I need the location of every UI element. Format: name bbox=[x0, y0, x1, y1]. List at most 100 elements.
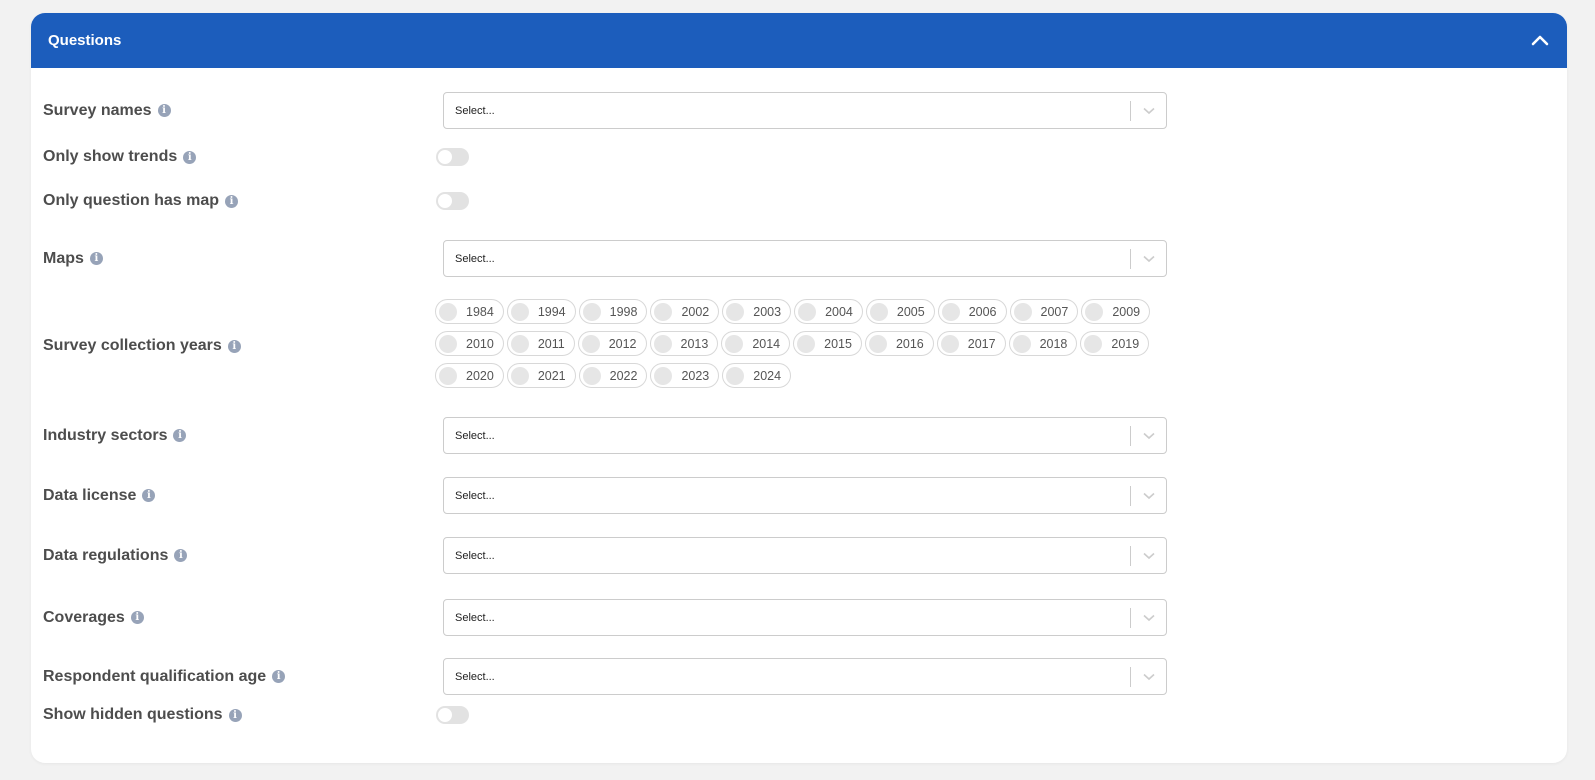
year-label: 2014 bbox=[752, 336, 781, 351]
year-chip[interactable]: 2015 bbox=[793, 331, 862, 356]
year-chip[interactable]: 2021 bbox=[506, 363, 576, 388]
radio-circle bbox=[581, 334, 600, 353]
year-chip[interactable]: 2003 bbox=[722, 299, 792, 324]
show-hidden-questions-label: Show hidden questions bbox=[43, 706, 223, 723]
select-placeholder: Select... bbox=[455, 489, 495, 502]
radio-circle bbox=[940, 334, 959, 353]
radio-circle bbox=[582, 366, 601, 385]
year-chip[interactable]: 1994 bbox=[506, 299, 576, 324]
year-chip[interactable]: 1984 bbox=[435, 299, 504, 324]
year-chip[interactable]: 2019 bbox=[1080, 331, 1150, 356]
info-icon[interactable]: i bbox=[272, 670, 286, 683]
info-icon[interactable]: i bbox=[228, 708, 242, 722]
year-label: 2003 bbox=[753, 304, 782, 319]
data-license-label: Data license bbox=[43, 486, 137, 504]
info-icon[interactable]: i bbox=[227, 339, 241, 353]
panel-title: Questions bbox=[48, 32, 122, 49]
year-chip[interactable]: 2022 bbox=[578, 363, 648, 388]
industry-sectors-label-row: Industry sectors i bbox=[43, 417, 187, 454]
year-chip[interactable]: 2007 bbox=[1009, 299, 1079, 324]
year-label: 2010 bbox=[466, 336, 494, 351]
select-separator bbox=[1130, 100, 1131, 121]
radio-circle bbox=[1085, 302, 1104, 321]
year-chip[interactable]: 2002 bbox=[650, 299, 720, 324]
survey-names-select[interactable]: Select... bbox=[443, 92, 1167, 129]
year-chip[interactable]: 2014 bbox=[721, 331, 791, 356]
select-placeholder: Select... bbox=[455, 252, 495, 265]
info-icon[interactable]: i bbox=[130, 611, 144, 624]
radio-circle bbox=[654, 366, 673, 385]
select-separator bbox=[1130, 248, 1131, 269]
select-separator bbox=[1130, 545, 1131, 566]
year-chip[interactable]: 2018 bbox=[1008, 331, 1078, 356]
industry-sectors-select[interactable]: Select... bbox=[443, 417, 1167, 454]
radio-circle bbox=[510, 366, 529, 385]
only-question-has-map-toggle[interactable] bbox=[436, 192, 469, 210]
select-separator bbox=[1130, 485, 1131, 506]
chevron-down-icon[interactable] bbox=[1131, 492, 1166, 500]
info-icon[interactable]: i bbox=[157, 104, 171, 117]
year-label: 2020 bbox=[466, 368, 494, 383]
data-regulations-label-row: Data regulations i bbox=[43, 537, 188, 574]
info-icon[interactable]: i bbox=[225, 194, 239, 208]
year-label: 2022 bbox=[609, 368, 638, 383]
year-label: 2024 bbox=[753, 368, 782, 383]
chevron-down-icon[interactable] bbox=[1131, 432, 1166, 440]
maps-select[interactable]: Select... bbox=[443, 240, 1167, 277]
info-icon[interactable]: i bbox=[173, 429, 187, 442]
year-label: 2002 bbox=[681, 304, 710, 319]
toggle-knob bbox=[438, 150, 452, 164]
radio-circle bbox=[941, 302, 960, 321]
year-chip[interactable]: 2010 bbox=[435, 331, 504, 356]
year-chip[interactable]: 2020 bbox=[435, 363, 504, 388]
year-chip[interactable]: 2006 bbox=[937, 299, 1007, 324]
industry-sectors-label: Industry sectors bbox=[43, 426, 168, 444]
year-label: 2007 bbox=[1040, 304, 1069, 319]
coverages-label: Coverages bbox=[43, 608, 125, 626]
survey-collection-years-label: Survey collection years bbox=[43, 337, 222, 354]
year-chip[interactable]: 2013 bbox=[649, 331, 719, 356]
chevron-down-icon[interactable] bbox=[1131, 673, 1166, 681]
panel-header[interactable]: Questions bbox=[31, 13, 1567, 68]
radio-circle bbox=[653, 334, 672, 353]
year-chip[interactable]: 2009 bbox=[1081, 299, 1151, 324]
info-icon[interactable]: i bbox=[183, 150, 197, 164]
info-icon[interactable]: i bbox=[142, 489, 156, 502]
radio-circle bbox=[797, 334, 816, 353]
year-chip[interactable]: 2012 bbox=[577, 331, 647, 356]
year-label: 2011 bbox=[537, 336, 565, 351]
year-label: 2023 bbox=[681, 368, 710, 383]
only-show-trends-label: Only show trends bbox=[43, 148, 178, 165]
year-label: 1994 bbox=[537, 304, 566, 319]
year-label: 2012 bbox=[608, 336, 637, 351]
chevron-up-icon[interactable] bbox=[1529, 30, 1551, 52]
year-chip[interactable]: 1998 bbox=[578, 299, 648, 324]
year-chip[interactable]: 2011 bbox=[506, 331, 575, 356]
only-show-trends-toggle[interactable] bbox=[436, 148, 469, 166]
select-placeholder: Select... bbox=[455, 429, 495, 442]
info-icon[interactable]: i bbox=[174, 549, 188, 562]
chevron-down-icon[interactable] bbox=[1131, 107, 1166, 115]
year-chip[interactable]: 2004 bbox=[794, 299, 863, 324]
year-label: 2021 bbox=[537, 368, 566, 383]
show-hidden-questions-toggle[interactable] bbox=[436, 706, 469, 724]
info-icon[interactable]: i bbox=[89, 252, 103, 265]
year-chip[interactable]: 2023 bbox=[650, 363, 720, 388]
respondent-qualification-age-select[interactable]: Select... bbox=[443, 658, 1167, 695]
year-label: 2015 bbox=[824, 336, 852, 351]
respondent-qualification-age-label-row: Respondent qualification age i bbox=[43, 658, 286, 695]
year-label: 2019 bbox=[1111, 336, 1140, 351]
coverages-select[interactable]: Select... bbox=[443, 599, 1167, 636]
chevron-down-icon[interactable] bbox=[1131, 614, 1166, 622]
only-question-has-map-label: Only question has map bbox=[43, 192, 220, 209]
year-chip[interactable]: 2005 bbox=[865, 299, 935, 324]
data-regulations-select[interactable]: Select... bbox=[443, 537, 1167, 574]
year-chip[interactable]: 2017 bbox=[936, 331, 1006, 356]
chevron-down-icon[interactable] bbox=[1131, 552, 1166, 560]
chevron-down-icon[interactable] bbox=[1131, 255, 1166, 263]
data-license-select[interactable]: Select... bbox=[443, 477, 1167, 514]
year-chip[interactable]: 2016 bbox=[864, 331, 934, 356]
respondent-qualification-age-label: Respondent qualification age bbox=[43, 667, 267, 685]
questions-panel: Questions Survey names i Select... Only sho… bbox=[31, 13, 1567, 763]
year-chip[interactable]: 2024 bbox=[722, 363, 792, 388]
